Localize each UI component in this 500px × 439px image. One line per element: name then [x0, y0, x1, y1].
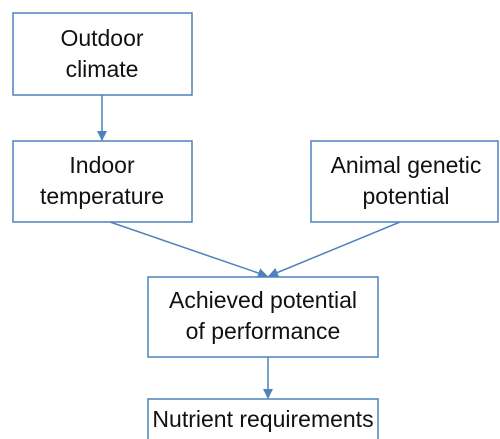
- node-label: Indoor: [69, 152, 135, 178]
- node-label: temperature: [40, 183, 164, 209]
- node-label: Outdoor: [60, 25, 143, 51]
- node-box: [310, 140, 499, 223]
- node-label: Achieved potential: [169, 287, 357, 313]
- node-box: [12, 12, 193, 96]
- node-label: of performance: [186, 318, 341, 344]
- node-box: [147, 398, 379, 439]
- node-label: climate: [66, 56, 139, 82]
- node-label: potential: [363, 183, 450, 209]
- node-box: [147, 276, 379, 358]
- arrow: [109, 221, 268, 278]
- node-label: Nutrient requirements: [152, 406, 373, 432]
- node-box: [12, 140, 193, 223]
- arrow: [268, 221, 401, 278]
- node-label: Animal genetic: [331, 152, 482, 178]
